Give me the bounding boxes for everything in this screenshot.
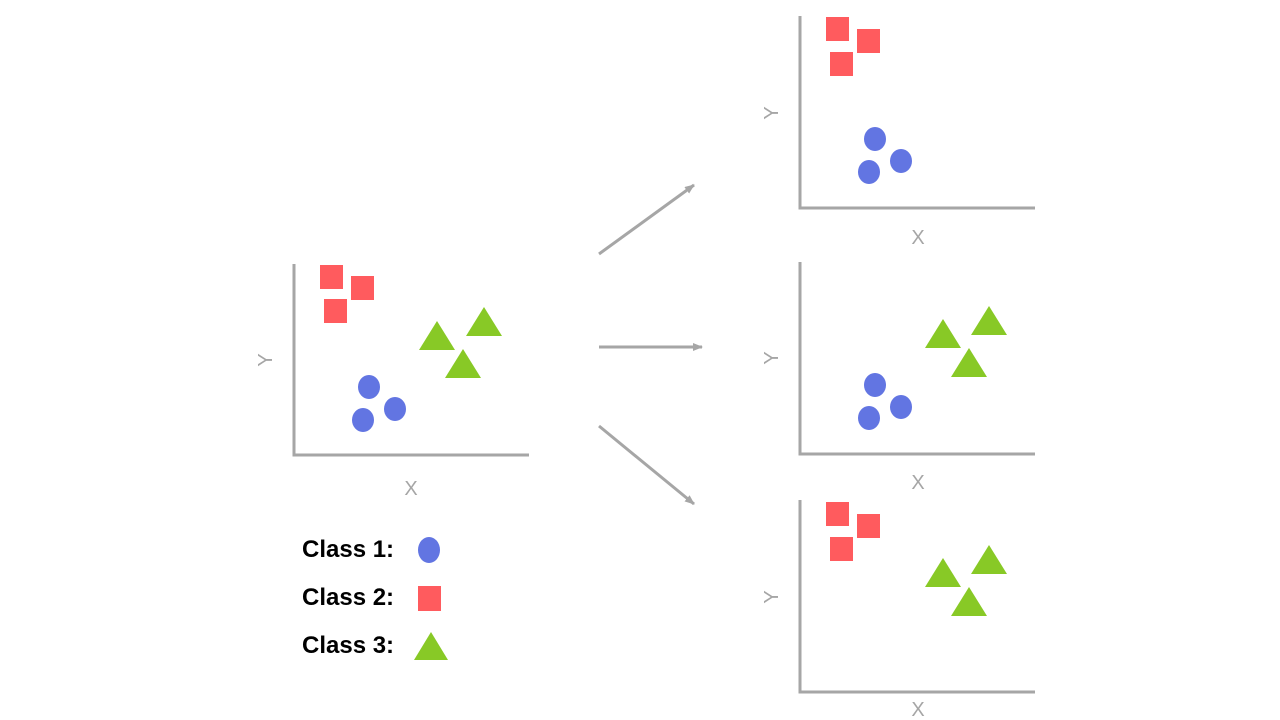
class1-point: [890, 395, 912, 419]
class2-point: [324, 299, 347, 323]
class3-point: [445, 349, 481, 378]
output-top-panel: Y X: [761, 16, 1035, 249]
input-panel: Y X: [255, 264, 529, 500]
square-icon: [418, 585, 441, 611]
arrow-to-top: [598, 183, 695, 256]
class3-point: [971, 306, 1007, 335]
class1-point: [358, 375, 380, 399]
class2-point: [320, 265, 343, 289]
legend-item-class3: Class 3:: [302, 622, 448, 670]
class3-point: [971, 545, 1007, 574]
top-x-label: X: [911, 227, 924, 249]
class1-point: [384, 397, 406, 421]
top-y-label: Y: [761, 106, 783, 119]
arrow-to-bottom: [598, 424, 695, 506]
legend-item-class2: Class 2:: [302, 574, 448, 622]
middle-axes: [798, 262, 1035, 456]
bottom-axes: [798, 500, 1035, 694]
class2-point: [830, 52, 853, 76]
class1-point: [858, 406, 880, 430]
bottom-y-label: Y: [761, 590, 783, 603]
middle-x-label: X: [911, 472, 924, 494]
class2-point: [826, 17, 849, 41]
class1-point: [352, 408, 374, 432]
arrows: [598, 183, 703, 506]
legend-label-class3: Class 3:: [302, 632, 395, 659]
circle-icon: [418, 537, 440, 563]
legend-label-class1: Class 1:: [302, 536, 395, 563]
input-y-label: Y: [255, 353, 277, 366]
legend: Class 1: Class 2: Class 3:: [302, 526, 448, 670]
class3-point: [466, 307, 502, 336]
class2-point: [826, 502, 849, 526]
input-x-label: X: [404, 478, 417, 500]
class3-point: [925, 558, 961, 587]
class2-point: [351, 276, 374, 300]
class1-point: [890, 149, 912, 173]
output-bottom-panel: Y X: [761, 500, 1035, 720]
class3-point: [951, 348, 987, 377]
class2-point: [857, 514, 880, 538]
class3-point: [951, 587, 987, 616]
bottom-x-label: X: [911, 699, 924, 720]
legend-item-class1: Class 1:: [302, 526, 448, 574]
legend-label-class2: Class 2:: [302, 584, 395, 611]
class1-point: [864, 373, 886, 397]
input-axes: [292, 264, 529, 457]
triangle-icon: [414, 632, 448, 660]
class1-point: [864, 127, 886, 151]
class1-point: [858, 160, 880, 184]
top-axes: [798, 16, 1035, 210]
class3-point: [925, 319, 961, 348]
middle-y-label: Y: [761, 351, 783, 364]
class3-point: [419, 321, 455, 350]
class2-point: [857, 29, 880, 53]
output-middle-panel: Y X: [761, 262, 1035, 494]
class2-point: [830, 537, 853, 561]
